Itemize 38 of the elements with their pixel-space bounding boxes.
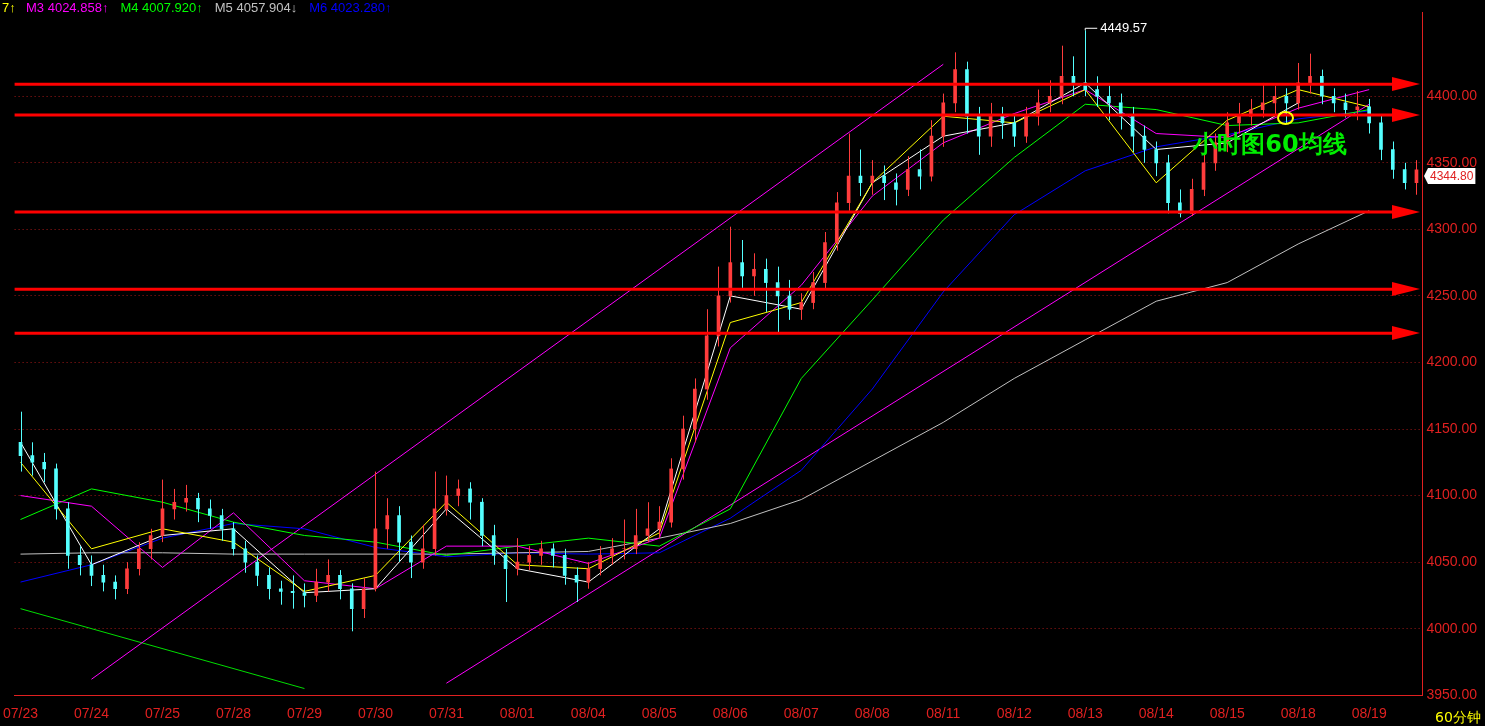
annotation: 7↑ — [2, 0, 16, 15]
x-tick-label: 08/13 — [1067, 705, 1103, 722]
x-tick-label: 08/07 — [783, 705, 820, 722]
text: 60分钟 — [1435, 709, 1481, 725]
annotation: 4449.57 — [1100, 19, 1148, 35]
y-tick-label: 4150.00 — [1426, 419, 1478, 436]
x-tick-label: 07/24 — [73, 705, 110, 722]
y-tick-label: 4100.00 — [1426, 486, 1478, 503]
y-tick-label: 4400.00 — [1426, 87, 1478, 104]
x-tick-label: 08/14 — [1138, 705, 1174, 722]
x-tick-label: 08/05 — [641, 705, 678, 722]
y-tick-label: 4000.00 — [1426, 619, 1478, 636]
x-tick-label: 07/29 — [286, 705, 323, 722]
y-tick-label: 4050.00 — [1426, 552, 1478, 569]
x-tick-label: 07/31 — [428, 705, 465, 722]
x-tick-label: 07/23 — [2, 705, 39, 722]
x-tick-label: 08/19 — [1351, 705, 1387, 722]
x-tick-label: 07/28 — [215, 705, 252, 722]
y-tick-label: 4300.00 — [1426, 220, 1478, 237]
x-tick-label: 08/04 — [570, 705, 607, 722]
y-tick-label: 3950.00 — [1426, 686, 1478, 703]
x-tick-label: 07/30 — [357, 705, 394, 722]
text: M4 4007.920↑ — [120, 0, 203, 15]
y-tick-label: 4200.00 — [1426, 353, 1478, 370]
x-tick-label: 08/15 — [1209, 705, 1245, 722]
y-tick-label: 4350.00 — [1426, 153, 1478, 170]
text: M6 4023.280↑ — [309, 0, 392, 15]
text: 4344.80 — [1430, 169, 1474, 184]
x-tick-label: 08/12 — [996, 705, 1032, 722]
text: M3 4024.858↑ — [26, 0, 109, 15]
x-tick-label: 08/01 — [499, 705, 536, 722]
text: M5 4057.904↓ — [214, 0, 298, 15]
x-tick-label: 08/08 — [854, 705, 891, 722]
x-tick-label: 08/18 — [1280, 705, 1316, 722]
x-tick-label: 07/25 — [144, 705, 181, 722]
y-tick-label: 4250.00 — [1426, 286, 1478, 303]
x-tick-label: 08/06 — [712, 705, 749, 722]
x-tick-label: 08/11 — [926, 705, 961, 722]
